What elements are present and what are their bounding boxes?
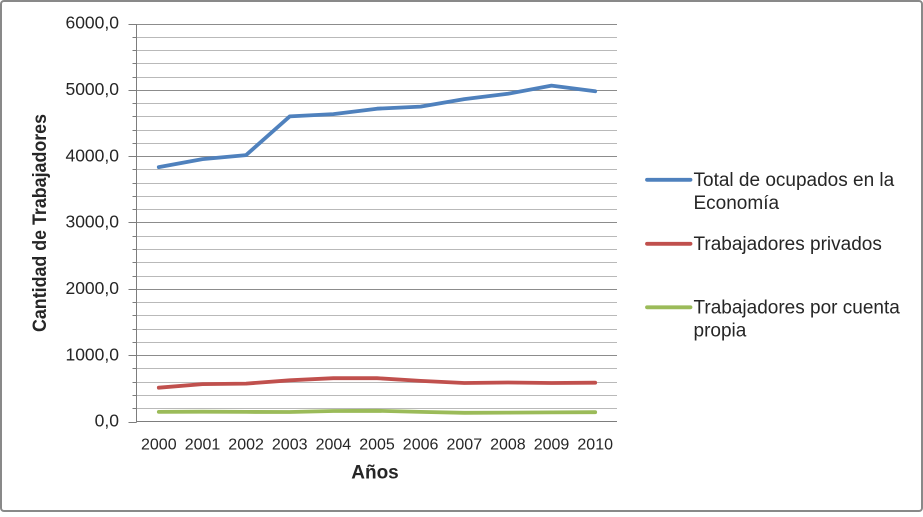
svg-text:2002: 2002	[228, 437, 264, 454]
svg-text:Cantidad de Trabajadores: Cantidad de Trabajadores	[30, 114, 51, 332]
svg-text:2001: 2001	[185, 437, 221, 454]
svg-text:2006: 2006	[403, 437, 439, 454]
svg-text:1000,0: 1000,0	[65, 344, 119, 364]
svg-text:3000,0: 3000,0	[65, 212, 119, 232]
svg-text:2007: 2007	[447, 437, 483, 454]
svg-text:2004: 2004	[316, 437, 352, 454]
svg-text:2009: 2009	[534, 437, 570, 454]
svg-text:2000,0: 2000,0	[65, 278, 119, 298]
svg-text:0,0: 0,0	[95, 411, 120, 431]
svg-text:Trabajadores privados: Trabajadores privados	[694, 234, 882, 255]
svg-text:4000,0: 4000,0	[65, 145, 119, 165]
svg-text:2010: 2010	[577, 437, 613, 454]
svg-text:Total de ocupados en la: Total de ocupados en la	[694, 170, 895, 191]
svg-text:Trabajadores por cuenta: Trabajadores por cuenta	[694, 298, 901, 319]
svg-text:6000,0: 6000,0	[65, 13, 119, 33]
svg-text:Economía: Economía	[694, 193, 780, 214]
svg-text:2003: 2003	[272, 437, 308, 454]
svg-text:Años: Años	[351, 463, 399, 484]
svg-text:2008: 2008	[490, 437, 526, 454]
svg-text:5000,0: 5000,0	[65, 79, 119, 99]
svg-text:2005: 2005	[359, 437, 395, 454]
svg-text:2000: 2000	[141, 437, 177, 454]
svg-text:propia: propia	[694, 321, 747, 342]
